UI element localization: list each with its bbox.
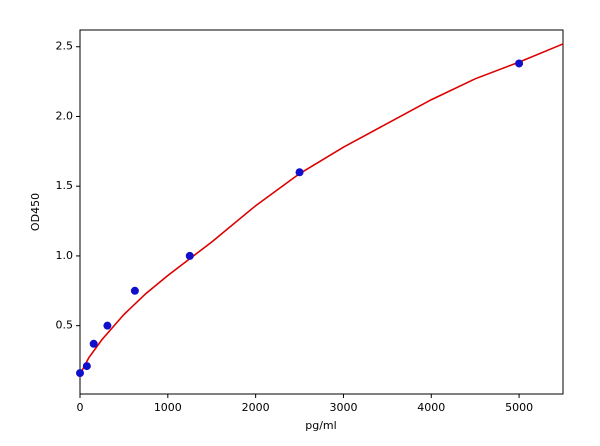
y-axis-label: OD450	[29, 193, 42, 231]
y-tick-label: 0.5	[56, 319, 74, 332]
x-tick-label: 3000	[329, 401, 357, 414]
y-tick-label: 2.0	[56, 109, 74, 122]
y-tick-label: 1.5	[56, 179, 74, 192]
x-tick-label: 2000	[242, 401, 270, 414]
plot-frame	[79, 29, 564, 395]
data-point	[76, 369, 84, 378]
data-point	[130, 286, 139, 295]
fit-curve	[79, 43, 564, 375]
y-tick-label: 2.5	[56, 40, 74, 53]
x-tick-label: 4000	[417, 401, 445, 414]
data-point	[185, 251, 194, 260]
y-tick-label: 1.0	[56, 249, 74, 262]
data-point	[82, 362, 91, 371]
x-tick-label: 1000	[154, 401, 182, 414]
x-tick-label: 5000	[505, 401, 533, 414]
data-point	[89, 339, 98, 348]
data-point	[103, 321, 112, 330]
x-tick-label: 0	[77, 401, 84, 414]
x-axis-label: pg/ml	[305, 419, 336, 432]
data-point	[295, 168, 304, 177]
data-point	[515, 59, 524, 68]
